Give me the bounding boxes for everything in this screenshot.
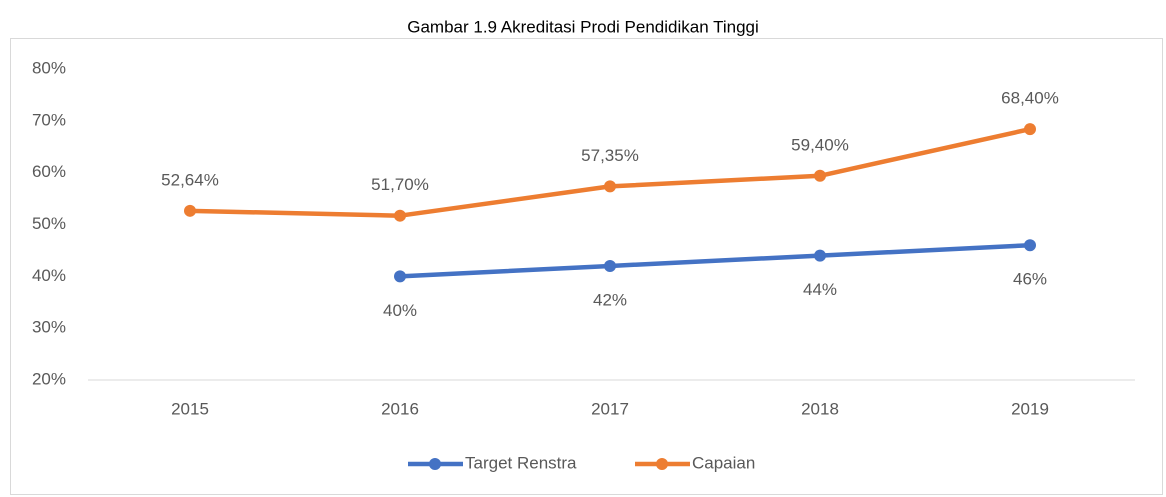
legend-marker <box>429 458 441 470</box>
chart-title: Gambar 1.9 Akreditasi Prodi Pendidikan T… <box>407 17 759 36</box>
data-point <box>184 204 196 217</box>
y-tick-label: 80% <box>32 58 66 77</box>
data-label: 42% <box>593 290 627 309</box>
legend-label: Capaian <box>692 453 755 472</box>
x-tick-label: 2015 <box>171 399 209 418</box>
legend-marker <box>656 458 668 470</box>
data-label: 52,64% <box>161 170 219 189</box>
y-tick-label: 60% <box>32 162 66 181</box>
y-tick-label: 20% <box>32 369 66 388</box>
x-tick-label: 2018 <box>801 399 839 418</box>
y-tick-label: 30% <box>32 318 66 337</box>
data-point <box>394 270 406 283</box>
data-point <box>1024 123 1036 136</box>
y-tick-label: 50% <box>32 214 66 233</box>
data-point <box>1024 239 1036 252</box>
x-tick-label: 2016 <box>381 399 419 418</box>
data-point <box>604 180 616 193</box>
data-label: 40% <box>383 301 417 320</box>
data-point <box>814 249 826 262</box>
legend-label: Target Renstra <box>465 453 577 472</box>
data-label: 51,70% <box>371 175 429 194</box>
y-tick-label: 70% <box>32 110 66 129</box>
data-label: 59,40% <box>791 135 849 154</box>
data-point <box>814 169 826 182</box>
data-label: 57,35% <box>581 146 639 165</box>
data-point <box>394 209 406 222</box>
data-label: 44% <box>803 280 837 299</box>
data-label: 46% <box>1013 270 1047 289</box>
y-tick-label: 40% <box>32 266 66 285</box>
series-line <box>399 242 1031 279</box>
data-label: 68,40% <box>1001 89 1059 108</box>
x-tick-label: 2017 <box>591 399 629 418</box>
x-tick-label: 2019 <box>1011 399 1049 418</box>
data-point <box>604 259 616 272</box>
